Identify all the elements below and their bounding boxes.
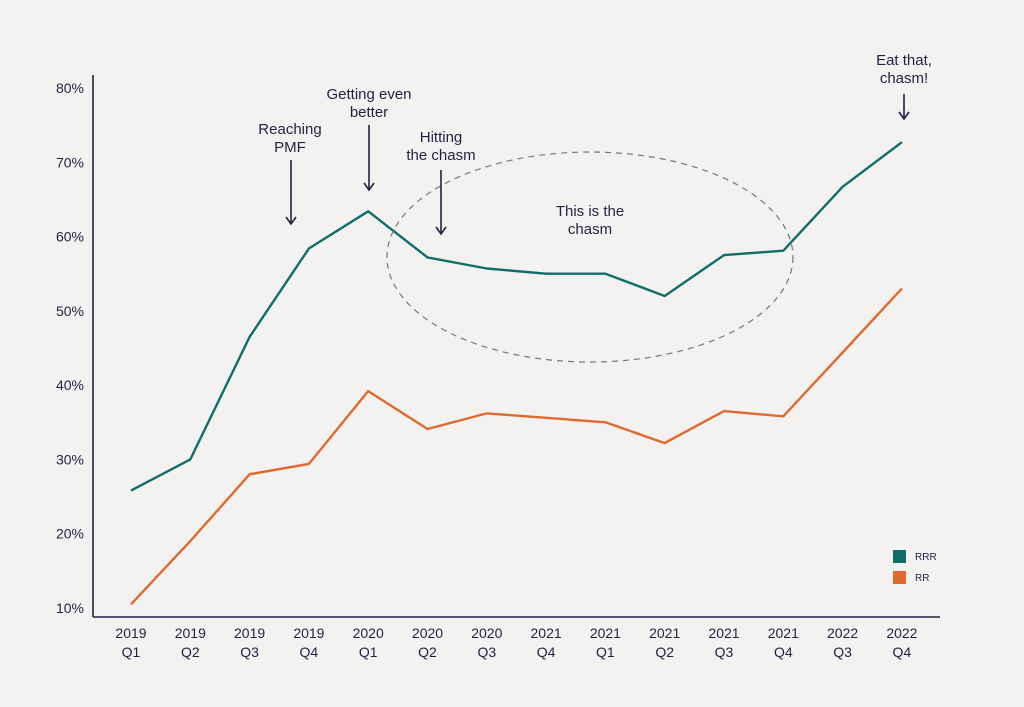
legend-label: RR: [915, 573, 929, 584]
x-tick-label: 2019 Q3: [234, 625, 265, 660]
chasm-region: [386, 151, 794, 363]
arrow-head: [435, 226, 447, 236]
annotation-label: Getting even better: [326, 86, 411, 121]
x-axis-ticks: 2019 Q1 2019 Q2 2019 Q3 2019 Q4 2020 Q1 2020 Q2 2020…: [115, 625, 917, 660]
annotation-label: This is the chasm: [556, 203, 624, 238]
x-tick-label: 2022 Q3: [827, 625, 858, 660]
annotation-label: Hitting the chasm: [406, 129, 475, 164]
series-line-rr: [130, 287, 903, 606]
x-tick-label: 2020 Q3: [471, 625, 502, 660]
y-axis-ticks: 10% 20% 30% 40% 50% 60% 70% 80%: [56, 80, 84, 616]
series-line-rrr: [130, 141, 903, 492]
y-tick-label: 70%: [56, 154, 84, 170]
x-tick-label: 2020 Q1: [353, 625, 384, 660]
y-tick-label: 50%: [56, 303, 84, 319]
y-tick-label: 60%: [56, 229, 84, 245]
x-tick-label: 2022 Q4: [886, 625, 917, 660]
y-tick-label: 20%: [56, 526, 84, 542]
x-tick-label: 2021 Q3: [708, 625, 739, 660]
legend-swatch-rr: [893, 571, 906, 584]
y-tick-label: 80%: [56, 80, 84, 96]
arrow-head: [363, 182, 375, 192]
arrow-head: [898, 111, 910, 121]
x-tick-label: 2021 Q2: [649, 625, 680, 660]
x-tick-label: 2020 Q2: [412, 625, 443, 660]
annotation-label: Eat that, chasm!: [876, 52, 932, 87]
legend-label: RRR: [915, 552, 937, 563]
x-tick-label: 2019 Q1: [115, 625, 146, 660]
series-lines: [130, 141, 903, 606]
annotation-label: Reaching PMF: [258, 121, 321, 156]
y-tick-label: 30%: [56, 451, 84, 467]
x-tick-label: 2021 Q4: [531, 625, 562, 660]
axes: [92, 75, 940, 618]
arrow-head: [285, 216, 297, 226]
legend-swatch-rrr: [893, 550, 906, 563]
x-tick-label: 2019 Q2: [175, 625, 206, 660]
x-tick-label: 2021 Q1: [590, 625, 621, 660]
x-tick-label: 2019 Q4: [293, 625, 324, 660]
y-tick-label: 10%: [56, 600, 84, 616]
y-tick-label: 40%: [56, 377, 84, 393]
chasm-ellipse: [386, 151, 794, 363]
x-tick-label: 2021 Q4: [768, 625, 799, 660]
